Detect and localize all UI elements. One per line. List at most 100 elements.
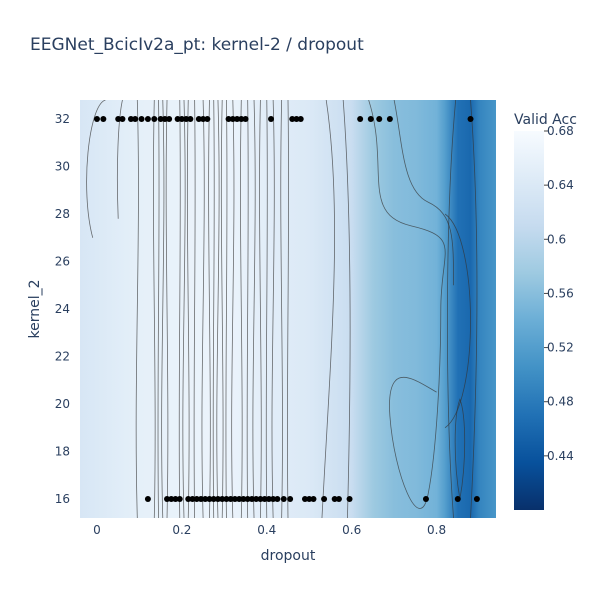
trial-point bbox=[157, 116, 164, 122]
trial-point bbox=[204, 116, 211, 122]
contour-line bbox=[368, 100, 446, 509]
contour-line bbox=[225, 100, 228, 518]
y-tick-label: 32 bbox=[55, 112, 70, 126]
y-tick-label: 22 bbox=[55, 350, 70, 364]
contour-line bbox=[86, 100, 106, 238]
trial-point bbox=[144, 116, 151, 122]
trial-point bbox=[161, 116, 168, 122]
contour-line bbox=[470, 100, 478, 518]
contour-line bbox=[454, 398, 466, 500]
trial-point bbox=[248, 496, 255, 502]
trial-point bbox=[178, 116, 185, 122]
contour-line bbox=[287, 100, 289, 518]
trial-point bbox=[289, 116, 296, 122]
contour-line bbox=[182, 100, 186, 518]
trial-point bbox=[168, 496, 175, 502]
x-tick-label: 0.6 bbox=[342, 523, 361, 537]
trial-point bbox=[176, 496, 183, 502]
contour-line bbox=[342, 100, 351, 518]
trial-point bbox=[242, 116, 249, 122]
trial-point bbox=[127, 116, 134, 122]
contour-line bbox=[165, 100, 169, 518]
y-axis-title: kernel_2 bbox=[27, 279, 43, 338]
colorbar-tick-label: 0.68 bbox=[547, 124, 574, 138]
trial-point bbox=[293, 116, 300, 122]
contour-line bbox=[186, 100, 190, 518]
trial-point bbox=[189, 496, 196, 502]
trial-point bbox=[321, 496, 328, 502]
trial-point bbox=[193, 496, 200, 502]
trial-point bbox=[306, 496, 313, 502]
trial-point bbox=[227, 496, 234, 502]
contour-lines bbox=[86, 100, 478, 518]
trial-point bbox=[310, 496, 317, 502]
x-tick-label: 0.8 bbox=[427, 523, 446, 537]
colorbar bbox=[514, 131, 544, 510]
trial-point bbox=[454, 496, 461, 502]
y-tick-label: 20 bbox=[55, 397, 70, 411]
contour-line bbox=[447, 100, 457, 518]
trial-point bbox=[132, 116, 139, 122]
trial-point bbox=[301, 496, 308, 502]
trial-point bbox=[274, 496, 281, 502]
trial-point bbox=[367, 116, 374, 122]
colorbar-tick-label: 0.44 bbox=[547, 449, 574, 463]
trial-point bbox=[287, 496, 294, 502]
trial-point bbox=[280, 496, 287, 502]
trial-point bbox=[200, 116, 207, 122]
contour-line bbox=[161, 100, 165, 518]
contour-line bbox=[240, 100, 243, 518]
contour-line bbox=[231, 100, 235, 518]
colorbar-tick-label: 0.6 bbox=[547, 232, 566, 246]
trial-point bbox=[172, 496, 179, 502]
y-tick-label: 30 bbox=[55, 160, 70, 174]
trial-point bbox=[229, 116, 236, 122]
trial-point bbox=[195, 116, 202, 122]
y-tick-label: 16 bbox=[55, 492, 70, 506]
trial-point bbox=[197, 496, 204, 502]
contour-line bbox=[116, 100, 123, 219]
trial-point bbox=[187, 116, 194, 122]
contour-line bbox=[153, 100, 156, 518]
contour-line bbox=[157, 100, 160, 518]
trial-point bbox=[164, 496, 171, 502]
trial-point bbox=[422, 496, 429, 502]
colorbar-title: Valid Acc bbox=[514, 112, 577, 128]
colorbar-tick-label: 0.64 bbox=[547, 178, 574, 192]
trial-point bbox=[376, 116, 383, 122]
y-tick-label: 26 bbox=[55, 255, 70, 269]
trial-point bbox=[202, 496, 209, 502]
colorbar-tick-label: 0.48 bbox=[547, 395, 574, 409]
trial-point bbox=[225, 116, 232, 122]
trial-point bbox=[234, 116, 241, 122]
trial-point bbox=[257, 496, 264, 502]
contour-line bbox=[321, 100, 335, 518]
contour-line bbox=[201, 100, 205, 518]
trial-point bbox=[297, 116, 304, 122]
trial-points bbox=[93, 116, 480, 502]
contour-line bbox=[212, 100, 215, 518]
trial-point bbox=[331, 496, 338, 502]
contour-line bbox=[252, 100, 256, 518]
colorbar-tick-label: 0.56 bbox=[547, 286, 574, 300]
trial-point bbox=[244, 496, 251, 502]
contour-line bbox=[393, 100, 454, 286]
trial-point bbox=[206, 496, 213, 502]
trial-point bbox=[210, 496, 217, 502]
trial-point bbox=[268, 116, 275, 122]
trial-point bbox=[346, 496, 353, 502]
contour-line bbox=[444, 213, 471, 429]
trial-point bbox=[151, 116, 158, 122]
trial-point bbox=[473, 496, 480, 502]
x-axis-ticks: 0 0.2 0.4 0.6 0.8 bbox=[93, 523, 446, 537]
trial-point bbox=[386, 116, 393, 122]
trial-point bbox=[261, 496, 268, 502]
x-tick-label: 0.2 bbox=[172, 523, 191, 537]
contour-line bbox=[220, 100, 224, 518]
y-tick-label: 28 bbox=[55, 207, 70, 221]
trial-point bbox=[238, 116, 245, 122]
y-tick-label: 24 bbox=[55, 302, 70, 316]
contour-line bbox=[178, 100, 181, 518]
trial-point bbox=[214, 496, 221, 502]
